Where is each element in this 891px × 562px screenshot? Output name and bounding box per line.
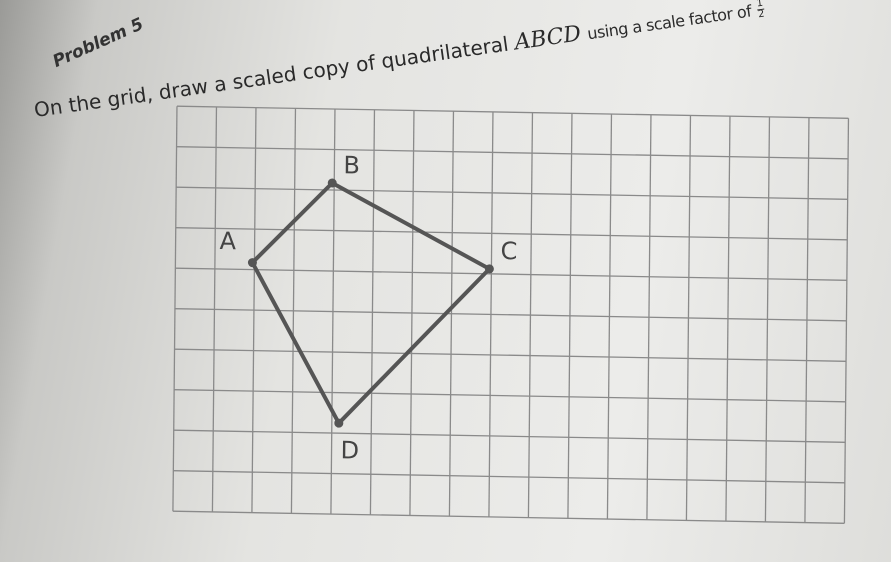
grid-line	[176, 146, 849, 160]
grid-line	[175, 267, 847, 281]
grid	[172, 105, 850, 524]
quadrilateral-outline	[250, 181, 492, 426]
vertex-label: A	[219, 227, 236, 255]
grid-line	[174, 348, 847, 362]
grid-line	[174, 389, 846, 403]
vertex	[484, 264, 494, 274]
vertex-label: B	[343, 151, 360, 179]
grid-line	[176, 186, 848, 200]
grid-line	[173, 470, 845, 484]
vertex	[247, 258, 257, 268]
quadrilateral: A B C D	[219, 151, 517, 464]
grid-line	[172, 510, 845, 524]
grid-line	[174, 308, 847, 322]
vertex-label: C	[500, 237, 517, 265]
grid-line	[173, 429, 846, 443]
vertex	[327, 178, 337, 188]
vertex-label: D	[340, 436, 359, 464]
vertex	[334, 418, 344, 428]
grid-line	[176, 105, 849, 119]
